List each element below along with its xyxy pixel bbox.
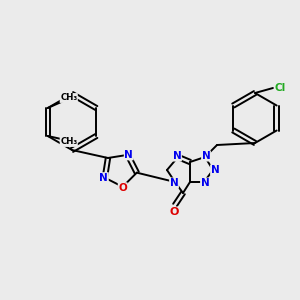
Text: CH₃: CH₃: [60, 137, 77, 146]
Text: O: O: [169, 207, 179, 217]
Text: N: N: [124, 150, 133, 160]
Text: N: N: [172, 151, 182, 161]
Text: CH₃: CH₃: [60, 94, 77, 103]
Text: N: N: [201, 178, 209, 188]
Text: N: N: [100, 173, 108, 183]
Text: Cl: Cl: [274, 83, 286, 93]
Text: N: N: [202, 151, 210, 161]
Text: N: N: [169, 178, 178, 188]
Text: N: N: [211, 165, 219, 175]
Text: O: O: [118, 183, 127, 193]
